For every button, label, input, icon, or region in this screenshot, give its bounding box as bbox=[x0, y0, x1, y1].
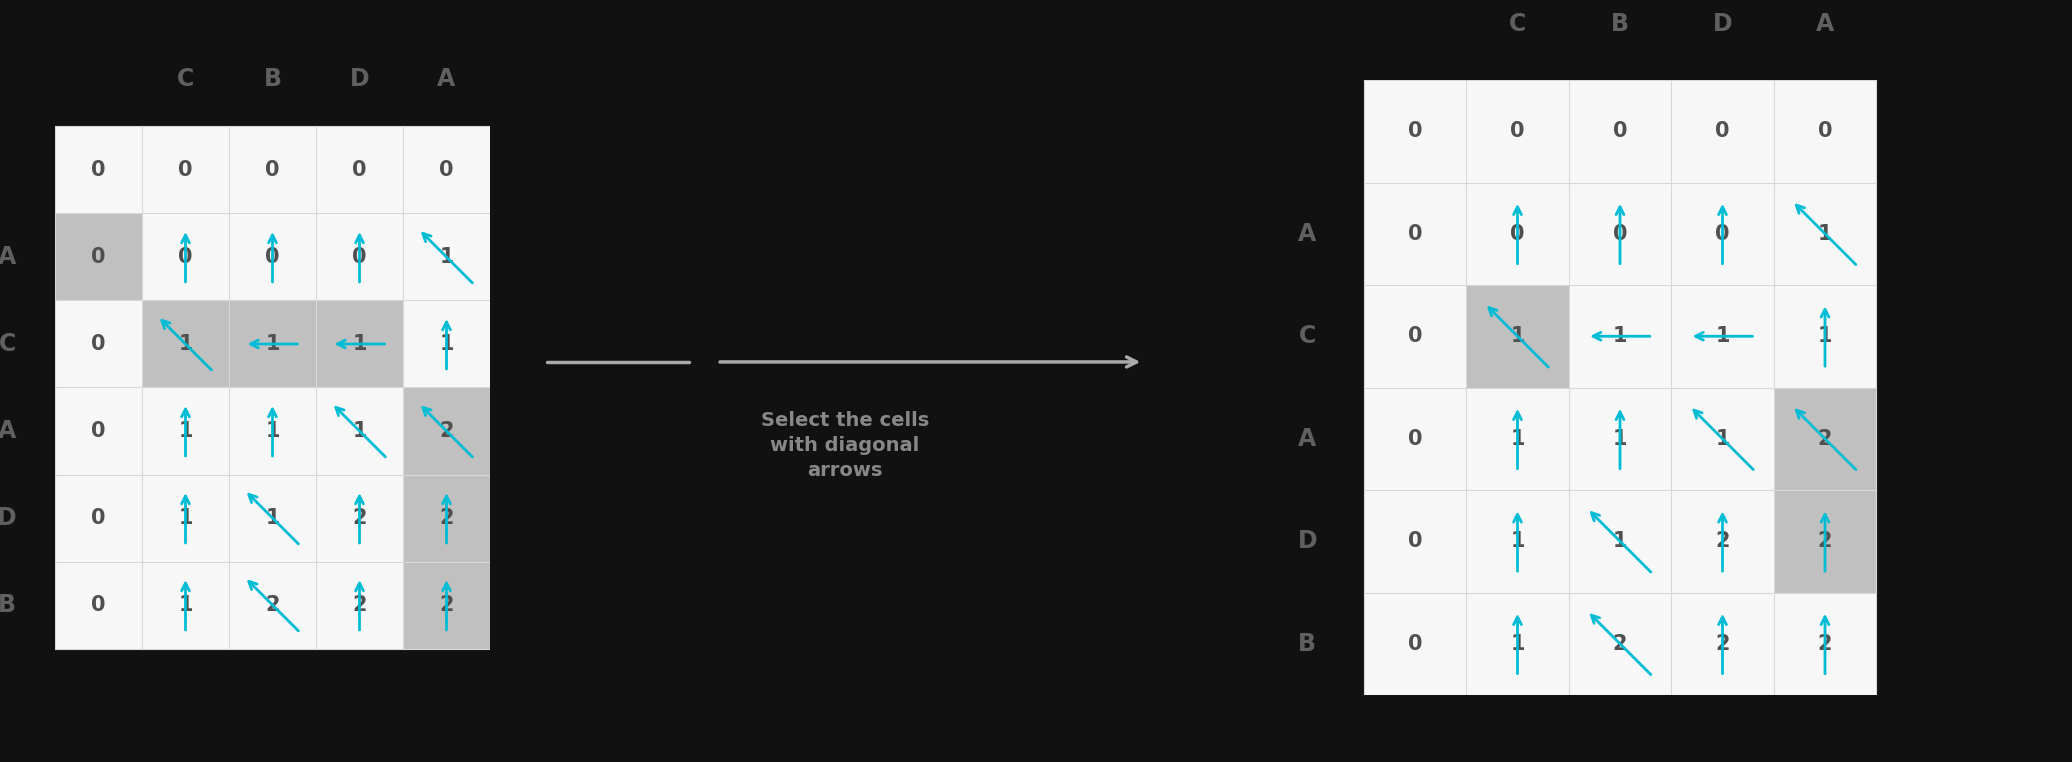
Text: 1: 1 bbox=[439, 334, 454, 354]
Text: A: A bbox=[437, 66, 456, 91]
Text: C: C bbox=[176, 66, 195, 91]
Bar bbox=[1774, 490, 1877, 593]
Text: 1: 1 bbox=[1817, 326, 1832, 346]
Text: 1: 1 bbox=[265, 421, 280, 441]
Text: 0: 0 bbox=[1407, 224, 1421, 244]
Text: 2: 2 bbox=[1817, 531, 1832, 551]
Text: 1: 1 bbox=[1716, 326, 1730, 346]
Text: B: B bbox=[1612, 11, 1629, 36]
Text: A: A bbox=[1815, 11, 1834, 36]
Text: 1: 1 bbox=[178, 334, 193, 354]
Text: 0: 0 bbox=[439, 160, 454, 180]
Text: D: D bbox=[1297, 530, 1318, 553]
Text: 0: 0 bbox=[91, 595, 106, 615]
Text: C: C bbox=[0, 332, 17, 356]
Text: 1: 1 bbox=[352, 421, 367, 441]
Text: 0: 0 bbox=[178, 160, 193, 180]
Text: 0: 0 bbox=[1716, 224, 1730, 244]
Text: D: D bbox=[0, 506, 17, 530]
Bar bbox=[56, 213, 143, 300]
Text: C: C bbox=[1508, 11, 1527, 36]
Text: 2: 2 bbox=[1817, 634, 1832, 654]
Text: 1: 1 bbox=[178, 595, 193, 615]
Text: 1: 1 bbox=[1510, 531, 1525, 551]
Text: 1: 1 bbox=[352, 334, 367, 354]
Text: 1: 1 bbox=[1612, 429, 1627, 449]
Bar bbox=[317, 300, 402, 388]
Text: 1: 1 bbox=[1612, 326, 1627, 346]
Text: 0: 0 bbox=[91, 508, 106, 528]
Text: 1: 1 bbox=[265, 334, 280, 354]
Text: 1: 1 bbox=[1817, 224, 1832, 244]
Text: 1: 1 bbox=[1510, 326, 1525, 346]
Text: 1: 1 bbox=[1716, 429, 1730, 449]
Text: B: B bbox=[0, 593, 17, 617]
Text: 0: 0 bbox=[352, 247, 367, 267]
Bar bbox=[1363, 80, 1877, 695]
Text: 2: 2 bbox=[439, 595, 454, 615]
Text: 2: 2 bbox=[1716, 634, 1730, 654]
Text: 1: 1 bbox=[1510, 634, 1525, 654]
Text: B: B bbox=[1299, 632, 1316, 656]
Bar bbox=[1774, 388, 1877, 490]
Text: 2: 2 bbox=[352, 508, 367, 528]
Text: 0: 0 bbox=[1407, 429, 1421, 449]
Text: 2: 2 bbox=[1716, 531, 1730, 551]
Text: 2: 2 bbox=[1612, 634, 1627, 654]
Text: 0: 0 bbox=[91, 160, 106, 180]
Text: Select the cells
with diagonal
arrows: Select the cells with diagonal arrows bbox=[760, 411, 928, 481]
Text: C: C bbox=[1299, 325, 1316, 348]
Text: A: A bbox=[0, 419, 17, 443]
Bar bbox=[402, 562, 489, 648]
Text: D: D bbox=[1714, 11, 1732, 36]
Bar bbox=[1467, 285, 1569, 388]
Text: 0: 0 bbox=[1407, 121, 1421, 141]
Text: 1: 1 bbox=[178, 508, 193, 528]
Text: 0: 0 bbox=[91, 334, 106, 354]
Text: 2: 2 bbox=[352, 595, 367, 615]
Bar bbox=[230, 300, 317, 388]
Text: 0: 0 bbox=[1510, 224, 1525, 244]
Text: 2: 2 bbox=[1817, 429, 1832, 449]
Text: 1: 1 bbox=[265, 508, 280, 528]
Text: D: D bbox=[350, 66, 369, 91]
Text: A: A bbox=[1299, 427, 1316, 451]
Text: 0: 0 bbox=[1407, 326, 1421, 346]
Text: B: B bbox=[263, 66, 282, 91]
Text: 1: 1 bbox=[178, 421, 193, 441]
Bar bbox=[402, 388, 489, 475]
Text: 1: 1 bbox=[1612, 531, 1627, 551]
Bar bbox=[56, 126, 489, 648]
Text: 0: 0 bbox=[1612, 121, 1627, 141]
Text: A: A bbox=[0, 245, 17, 269]
Text: 0: 0 bbox=[1716, 121, 1730, 141]
Bar bbox=[402, 475, 489, 562]
Text: 0: 0 bbox=[265, 160, 280, 180]
Text: 2: 2 bbox=[439, 508, 454, 528]
Text: 0: 0 bbox=[1407, 531, 1421, 551]
Bar bbox=[143, 300, 230, 388]
Text: 2: 2 bbox=[265, 595, 280, 615]
Text: 0: 0 bbox=[1510, 121, 1525, 141]
Text: 0: 0 bbox=[352, 160, 367, 180]
Text: 1: 1 bbox=[1510, 429, 1525, 449]
Text: 0: 0 bbox=[91, 247, 106, 267]
Text: 1: 1 bbox=[439, 247, 454, 267]
Text: 0: 0 bbox=[1407, 634, 1421, 654]
Text: 2: 2 bbox=[439, 421, 454, 441]
Text: 0: 0 bbox=[91, 421, 106, 441]
Text: 0: 0 bbox=[265, 247, 280, 267]
Text: 0: 0 bbox=[178, 247, 193, 267]
Text: A: A bbox=[1299, 222, 1316, 246]
Text: 0: 0 bbox=[1817, 121, 1832, 141]
Text: 0: 0 bbox=[1612, 224, 1627, 244]
